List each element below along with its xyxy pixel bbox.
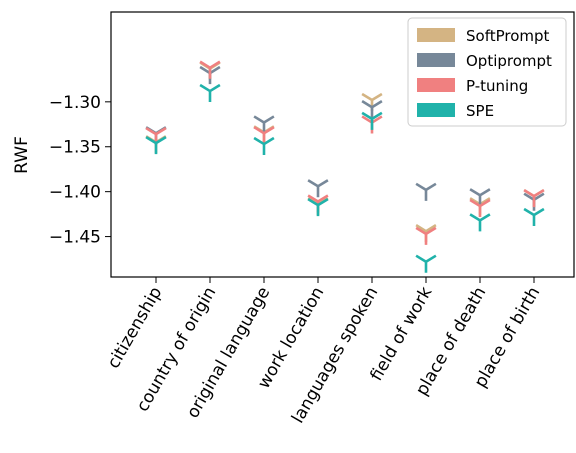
legend-swatch <box>417 103 455 117</box>
marker-p-tuning-6 <box>469 198 491 218</box>
marker-p-tuning-2 <box>253 126 275 145</box>
marker-p-tuning-1 <box>199 60 221 79</box>
marker-spe-7 <box>523 207 545 227</box>
marker-optiprompt-4 <box>361 100 383 119</box>
marker-spe-4 <box>361 111 383 130</box>
x-tick-label: citizenship <box>104 284 167 373</box>
plot-frame <box>110 11 575 278</box>
marker-optiprompt-5 <box>415 182 437 201</box>
marker-optiprompt-2 <box>253 115 275 134</box>
y-tick-label: −1.45 <box>49 228 101 248</box>
axes <box>105 11 575 283</box>
legend-swatch <box>417 28 455 42</box>
marker-spe-2 <box>253 136 275 156</box>
legend-label: SoftPrompt <box>466 27 550 45</box>
legend-label: P-tuning <box>466 77 528 95</box>
data-marks <box>145 60 545 273</box>
legend-swatch <box>417 78 455 92</box>
marker-spe-0 <box>145 135 167 155</box>
legend-label: SPE <box>466 102 494 120</box>
legend-box <box>407 17 567 127</box>
marker-optiprompt-6 <box>469 188 491 207</box>
y-axis-label: RWF <box>12 136 32 174</box>
marker-p-tuning-5 <box>415 226 437 245</box>
y-tick-label: −1.40 <box>49 183 101 203</box>
legend-label: Optiprompt <box>466 52 552 70</box>
marker-spe-1 <box>199 83 221 103</box>
marker-p-tuning-7 <box>523 188 545 208</box>
legend: SoftPrompt Optiprompt P-tuning SPE <box>407 17 567 127</box>
legend-swatch <box>417 53 455 67</box>
marker-spe-6 <box>469 213 491 232</box>
y-tick-label: −1.30 <box>49 93 101 113</box>
marker-spe-3 <box>307 197 329 217</box>
marker-spe-5 <box>415 254 437 273</box>
y-tick-label: −1.35 <box>49 138 101 158</box>
marker-optiprompt-3 <box>307 179 329 198</box>
